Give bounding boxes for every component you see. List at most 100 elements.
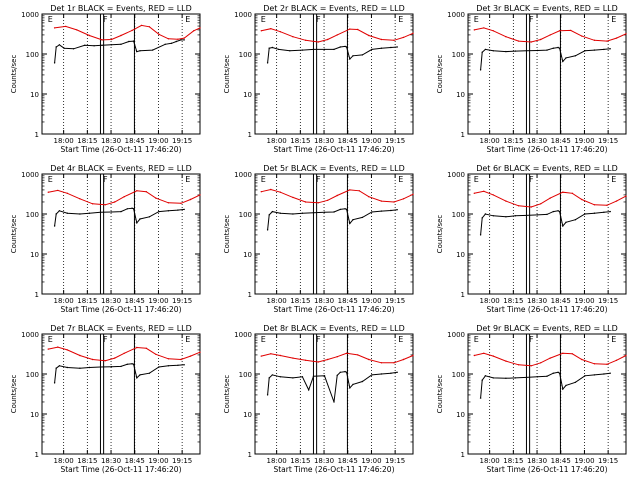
data-point-lld xyxy=(114,357,116,359)
data-point-events xyxy=(183,39,185,41)
data-point-events xyxy=(139,218,141,220)
detector-panel-2: Det 2r BLACK = Events, RED = LLD 1 10 100 10… xyxy=(223,4,414,154)
x-tick-label: 18:15 xyxy=(77,457,97,465)
data-point-events xyxy=(266,394,269,396)
x-tick-label: 18:30 xyxy=(101,457,121,465)
y-tick-label: 1 xyxy=(461,131,465,139)
data-point-events xyxy=(574,219,577,221)
data-point-lld xyxy=(199,351,201,353)
data-point-lld xyxy=(270,353,272,355)
panel-title: Det 6r BLACK = Events, RED = LLD xyxy=(476,164,618,173)
series-line-events xyxy=(267,371,398,403)
data-point-lld xyxy=(357,354,359,356)
data-point-lld xyxy=(483,190,485,192)
x-tick-label: 19:00 xyxy=(148,457,168,465)
series-line-lld xyxy=(54,24,201,41)
x-tick-label: 18:30 xyxy=(527,297,547,305)
data-point-events xyxy=(574,381,577,383)
data-point-lld xyxy=(180,202,182,204)
data-point-events xyxy=(390,46,392,49)
data-point-events xyxy=(557,371,559,373)
data-point-events xyxy=(479,69,482,71)
data-point-events xyxy=(58,44,61,46)
data-point-lld xyxy=(304,201,307,203)
y-tick-label: 1 xyxy=(248,451,252,459)
data-point-lld xyxy=(180,358,182,361)
data-point-events xyxy=(333,48,335,51)
data-point-events xyxy=(170,42,173,44)
data-point-events xyxy=(371,48,373,51)
data-point-lld xyxy=(606,40,608,42)
data-point-events xyxy=(584,375,586,377)
data-point-lld xyxy=(292,36,294,38)
data-point-lld xyxy=(412,354,414,357)
data-point-events xyxy=(268,377,270,379)
data-point-events xyxy=(479,234,482,236)
data-point-events xyxy=(361,54,364,56)
data-point-events xyxy=(345,371,348,373)
data-point-lld xyxy=(279,354,281,357)
data-point-events xyxy=(339,208,341,211)
data-point-events xyxy=(79,213,81,215)
flag-marker: F xyxy=(103,175,108,184)
data-point-events xyxy=(479,397,482,399)
x-tick-label: 18:45 xyxy=(551,297,571,305)
data-point-lld xyxy=(593,39,596,41)
data-point-events xyxy=(279,212,281,214)
data-point-lld xyxy=(549,197,551,199)
data-point-lld xyxy=(581,358,583,361)
data-point-events xyxy=(603,211,605,213)
data-point-lld xyxy=(260,191,262,193)
data-point-events xyxy=(139,374,141,376)
data-point-lld xyxy=(270,28,272,30)
data-point-lld xyxy=(625,354,627,357)
data-point-lld xyxy=(101,39,103,41)
data-point-lld xyxy=(148,26,151,28)
y-tick-label: 1 xyxy=(461,451,465,459)
data-point-events xyxy=(183,208,185,211)
data-point-events xyxy=(66,366,69,369)
flag-marker: F xyxy=(316,175,321,184)
y-tick-label: 100 xyxy=(26,211,39,219)
data-point-lld xyxy=(131,29,133,32)
x-tick-label: 19:00 xyxy=(361,297,381,305)
x-tick-label: 18:15 xyxy=(77,297,97,305)
data-point-lld xyxy=(540,38,542,41)
y-axis-label: Counts/sec xyxy=(10,55,18,94)
data-point-events xyxy=(361,216,364,219)
x-tick-label: 18:45 xyxy=(338,137,358,145)
plot-frame xyxy=(254,173,414,295)
data-point-events xyxy=(536,49,539,52)
x-tick-label: 18:00 xyxy=(54,457,74,465)
data-point-events xyxy=(593,374,596,376)
x-axis-label: Start Time (26-Oct-11 17:46:20) xyxy=(60,305,181,314)
data-point-events xyxy=(492,377,494,379)
y-axis-label: Counts/sec xyxy=(436,215,444,254)
flag-marker: E xyxy=(474,175,479,184)
data-point-events xyxy=(396,209,398,211)
data-point-events xyxy=(339,46,341,48)
data-point-lld xyxy=(193,30,195,32)
y-tick-label: 1 xyxy=(248,291,252,299)
data-point-events xyxy=(396,46,398,48)
y-tick-label: 100 xyxy=(452,51,465,59)
flag-marker: E xyxy=(398,175,403,184)
data-point-events xyxy=(565,57,567,59)
x-tick-label: 18:30 xyxy=(314,137,334,145)
data-point-lld xyxy=(540,203,542,205)
data-point-events xyxy=(323,375,326,377)
data-point-events xyxy=(505,50,507,53)
data-point-events xyxy=(371,374,373,376)
data-point-lld xyxy=(540,362,542,364)
y-tick-label: 100 xyxy=(26,51,39,59)
data-point-lld xyxy=(91,203,94,205)
data-point-lld xyxy=(530,365,532,367)
data-point-lld xyxy=(505,360,507,362)
data-point-lld xyxy=(473,354,475,357)
data-point-lld xyxy=(505,200,507,202)
data-point-lld xyxy=(625,195,627,197)
y-tick-label: 1 xyxy=(35,131,39,139)
data-point-events xyxy=(339,371,341,373)
data-point-events xyxy=(361,380,364,383)
data-point-lld xyxy=(558,30,561,32)
